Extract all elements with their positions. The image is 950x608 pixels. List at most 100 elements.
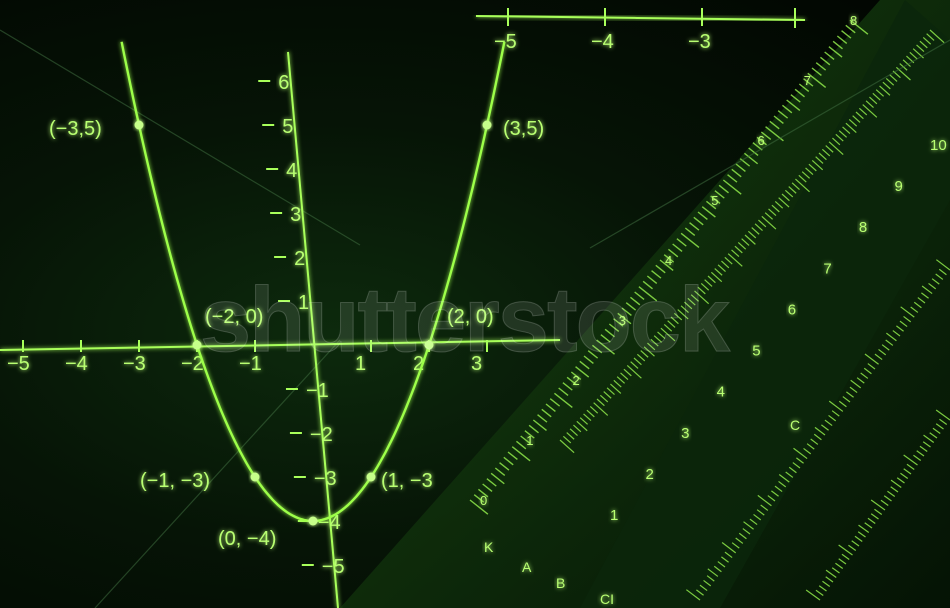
ruler-tick [790,94,801,103]
ruler-scale-label: 9 [894,178,902,195]
ruler-tick [756,136,767,146]
ruler-scale-label: 3 [619,313,626,328]
watermark: shutterstock [199,269,730,372]
ruler-tick [867,363,876,370]
ruler-tick [838,130,848,138]
ruler-tick [883,495,892,502]
ruler-tick [734,245,743,254]
ruler-tick [663,254,675,263]
slide-rule-ticks [469,19,950,601]
ruler-tick [887,490,896,497]
ruler-tick [566,432,575,440]
parabola-point [424,340,434,350]
ruler-tick [651,270,662,279]
ruler-tick [558,387,569,396]
ruler-tick [667,320,676,328]
ruler-tick [659,259,674,271]
ruler-tick [810,438,819,445]
ruler-tick [737,242,747,250]
ruler-tick [784,189,794,198]
x-tick-label: 2 [413,353,424,375]
point-label: (1, −3 [381,470,433,492]
ruler-tick [828,141,844,155]
ruler-tick [626,365,642,379]
ruler-tick [935,409,950,421]
ruler-tick [793,447,808,460]
ruler-tick [680,305,689,313]
ruler-tick [858,524,870,533]
ruler-tick [878,348,887,356]
ruler-tick [741,238,750,246]
ruler-tick [583,413,592,422]
ruler-tick [676,238,687,247]
ruler-tick [764,212,774,220]
ruler-tick [707,568,719,577]
ruler-tick [596,339,615,355]
ruler-tick [938,268,947,276]
ruler-tick [821,148,831,157]
ruler-tick [701,206,716,218]
ruler-scale-label: 4 [665,253,672,268]
ruler-tick [524,430,535,439]
ruler-tick [865,100,874,108]
ruler-scale-label: 10 [930,137,947,154]
ruler-tick [748,147,759,156]
ruler-tick [869,96,878,105]
ruler-tick [881,344,890,351]
ruler-tick [646,275,658,284]
ruler-tick [842,396,851,403]
ruler-tick [825,576,834,583]
ruler-tick [890,486,899,493]
ruler-tick [822,580,831,587]
ruler-tick [747,230,757,239]
y-axis-ticks: 6 5 4 3 2 1 −1 −2 −3 −4 −5 [258,72,345,578]
ruler-tick [668,248,679,258]
ruler-tick [795,178,810,193]
ruler-tick [864,522,873,529]
ruler-tick [870,499,886,511]
ruler-tick [842,126,851,135]
top-axis-line [475,15,806,21]
ruler-tick [494,467,506,476]
ruler-tick [717,264,726,272]
ruler-tick [921,285,933,295]
y-tick-label: 4 [286,160,297,182]
ruler-tick [879,85,891,96]
ruler-tick [663,324,673,332]
ruler-tick [792,462,801,469]
ruler-tick [690,294,700,302]
ruler-tick [575,366,590,378]
diagonal-line [94,339,341,608]
ruler-tick [576,420,588,432]
ruler-tick [929,432,938,439]
ruler-tick [771,490,779,497]
ruler-tick [835,133,844,142]
ruler-tick [767,495,776,502]
ruler-tick [856,377,865,384]
ruler-tick [813,433,822,441]
ruler-tick [870,513,879,520]
x-tick-label: −4 [65,353,88,375]
ruler-tick [592,344,603,354]
ruler-tick [838,400,847,408]
ruler-scale-label: 2 [646,466,654,483]
slide-rule: 0 1 2 3 4 5 6 7 8 1 2 3 4 5 6 7 8 9 10 K A B C CI [340,0,950,608]
ruler-scale-label: 5 [752,343,760,360]
ruler-tick [909,51,918,60]
y-tick-label: −5 [322,556,345,578]
ruler-tick [849,19,869,35]
ruler-tick [806,443,815,450]
ruler-tick [704,279,713,287]
ruler-tick [684,301,693,310]
ruler-tick [650,338,659,347]
ruler-tick [778,474,790,483]
ruler-tick [774,201,784,209]
ruler-tick [900,306,915,318]
ruler-tick [616,376,626,384]
ruler-tick [699,584,708,592]
ruler-tick [677,309,689,320]
ruler-tick [917,297,926,304]
ruler-tick [890,479,902,488]
y-tick-label: 6 [278,72,289,94]
